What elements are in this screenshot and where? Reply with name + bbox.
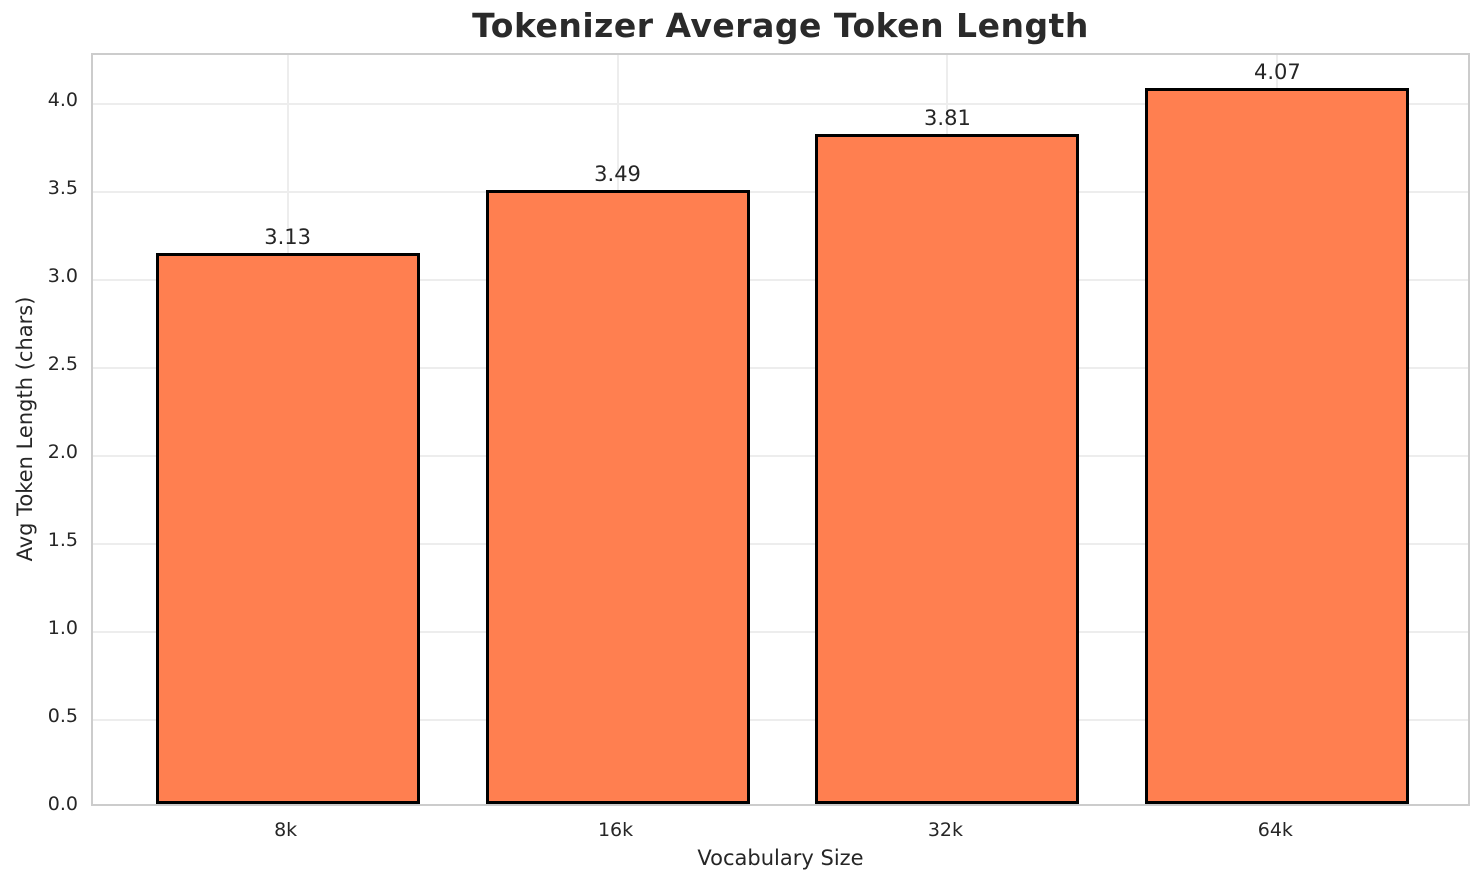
x-tick-label: 32k bbox=[927, 819, 964, 841]
y-tick-label: 0.5 bbox=[47, 705, 78, 728]
y-tick-label: 2.0 bbox=[47, 441, 78, 464]
x-tick-label: 64k bbox=[1257, 819, 1293, 841]
y-tick-label: 2.5 bbox=[47, 353, 78, 376]
gridline-horizontal bbox=[93, 543, 1468, 546]
bar-value-label: 3.81 bbox=[924, 105, 971, 130]
gridline-horizontal bbox=[93, 103, 1468, 106]
bar-16k bbox=[485, 190, 750, 804]
chart-title: Tokenizer Average Token Length bbox=[472, 6, 1089, 45]
x-axis-title: Vocabulary Size bbox=[697, 846, 864, 870]
y-tick-label: 0.0 bbox=[47, 793, 78, 815]
gridline-horizontal bbox=[93, 719, 1468, 722]
y-tick-label: 3.5 bbox=[47, 177, 78, 200]
bar-8k bbox=[155, 253, 420, 804]
gridline-horizontal bbox=[93, 631, 1468, 634]
x-tick-label: 8k bbox=[274, 819, 298, 841]
y-axis-title: Avg Token Length (chars) bbox=[13, 296, 37, 562]
y-tick-label: 1.0 bbox=[47, 617, 78, 640]
bar-64k bbox=[1145, 87, 1410, 804]
bar-value-label: 3.13 bbox=[264, 225, 312, 250]
gridline-horizontal bbox=[93, 191, 1468, 194]
y-tick-label: 4.0 bbox=[47, 89, 78, 112]
gridline-horizontal bbox=[93, 455, 1468, 458]
y-tick-label: 3.0 bbox=[47, 265, 78, 288]
bar-32k bbox=[815, 133, 1080, 804]
plot-area: 3.13 3.49 3.81 4.07 bbox=[91, 53, 1470, 806]
y-tick-label: 1.5 bbox=[47, 529, 78, 552]
gridline-horizontal bbox=[93, 367, 1468, 370]
x-tick-label: 16k bbox=[597, 819, 634, 841]
gridline-horizontal bbox=[93, 279, 1468, 282]
bar-value-label: 4.07 bbox=[1253, 59, 1301, 84]
bar-value-label: 3.49 bbox=[594, 162, 641, 186]
